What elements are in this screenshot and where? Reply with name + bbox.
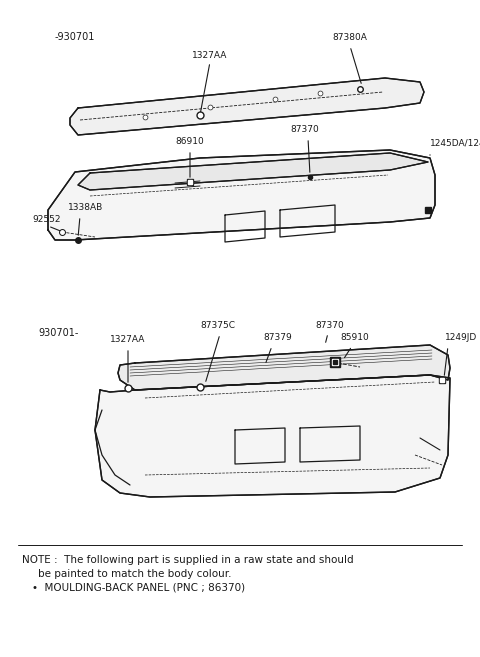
Polygon shape — [70, 78, 424, 135]
Text: 86910: 86910 — [176, 137, 204, 147]
Text: 1327AA: 1327AA — [192, 51, 228, 60]
Polygon shape — [95, 375, 450, 497]
Text: •  MOULDING-BACK PANEL (PNC ; 86370): • MOULDING-BACK PANEL (PNC ; 86370) — [32, 583, 245, 593]
Text: 1327AA: 1327AA — [110, 336, 146, 344]
Text: 1249JD: 1249JD — [445, 334, 477, 342]
Text: 87379: 87379 — [264, 334, 292, 342]
Text: 85910: 85910 — [341, 334, 370, 342]
Text: -930701: -930701 — [55, 32, 96, 42]
Text: 930701-: 930701- — [38, 328, 78, 338]
Text: NOTE :  The following part is supplied in a raw state and should: NOTE : The following part is supplied in… — [22, 555, 354, 565]
Text: 87370: 87370 — [316, 321, 344, 330]
Text: 92552: 92552 — [32, 215, 60, 225]
Polygon shape — [118, 345, 450, 390]
Text: 87380A: 87380A — [333, 34, 367, 43]
Text: 1245DA/1249JD: 1245DA/1249JD — [430, 139, 480, 148]
Text: 87375C: 87375C — [201, 321, 236, 330]
Text: 87370: 87370 — [290, 125, 319, 135]
Polygon shape — [78, 153, 428, 190]
Text: be painted to match the body colour.: be painted to match the body colour. — [38, 569, 231, 579]
Polygon shape — [48, 150, 435, 240]
Text: 1338AB: 1338AB — [68, 204, 103, 212]
